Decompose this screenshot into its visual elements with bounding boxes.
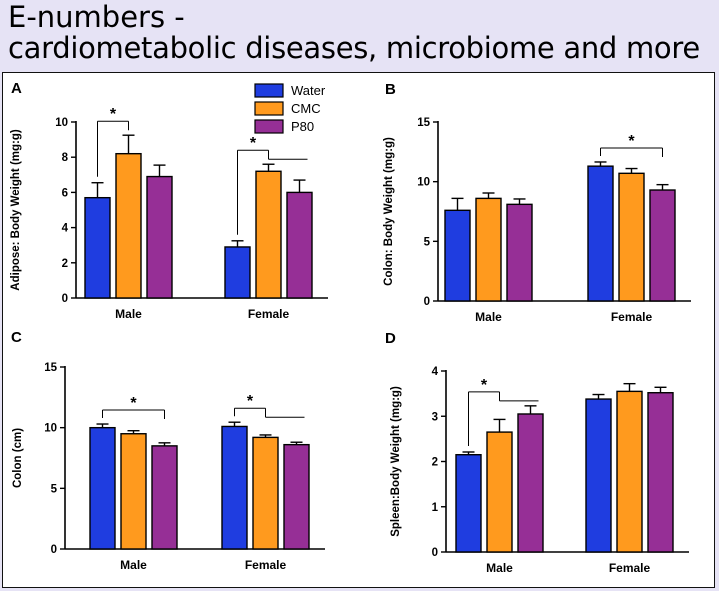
x-category-label-b: Male	[475, 310, 502, 324]
significance-star-a: *	[110, 106, 117, 123]
bar-b-male-cmc	[475, 197, 502, 302]
bar-b-female-cmc	[618, 172, 645, 302]
legend-swatch-cmc	[254, 101, 284, 116]
legend-label-cmc: CMC	[291, 101, 321, 116]
y-axis-label-d: Spleen:Body Weight (mg:g)	[390, 386, 402, 537]
y-tick-label-d: 3	[432, 411, 438, 423]
bar-d-female-water	[585, 398, 612, 553]
bar-c-male-p80	[151, 445, 178, 550]
y-tick-label-c: 5	[51, 483, 58, 495]
bar-c-female-cmc	[252, 436, 279, 550]
y-tick-label-a: 10	[55, 117, 68, 129]
bar-c-female-p80	[283, 443, 310, 550]
bar-a-female-cmc	[255, 170, 282, 299]
bar-a-male-water	[84, 196, 111, 299]
y-tick-label-b: 0	[424, 296, 430, 308]
legend-label-p80: P80	[291, 119, 314, 134]
bar-a-male-cmc	[115, 152, 142, 299]
significance-star-c: *	[247, 393, 254, 410]
x-category-label-c: Male	[120, 558, 147, 572]
y-tick-label-a: 2	[62, 258, 68, 270]
x-category-label-a: Female	[248, 307, 290, 321]
bar-a-female-p80	[286, 191, 313, 299]
y-tick-label-c: 0	[51, 544, 57, 556]
bar-c-male-cmc	[120, 433, 147, 550]
y-tick-label-d: 0	[432, 547, 438, 559]
bar-d-female-cmc	[616, 390, 643, 553]
panel-label-a: A	[11, 80, 22, 97]
y-tick-label-a: 4	[62, 223, 69, 235]
panel-label-d: D	[385, 330, 396, 347]
chart-panel-b: B Colon: Body Weight (mg:g) 0 5 10 15 Male Fema…	[383, 81, 691, 324]
panel-label-b: B	[385, 81, 396, 98]
x-category-label-d: Female	[609, 561, 651, 575]
x-category-label-d: Male	[486, 561, 513, 575]
y-tick-label-b: 15	[417, 117, 430, 129]
chart-panel-a: A Adipose: Body Weight (mg:g) 0 2 4 6 8 10 Male F…	[10, 80, 328, 321]
chart-panel-d: D Spleen:Body Weight (mg:g) 0 1 2 3 4 Male Femal…	[385, 330, 689, 575]
legend-swatch-p80	[254, 119, 284, 134]
y-tick-label-d: 2	[432, 457, 438, 469]
significance-star-b: *	[628, 133, 635, 150]
bar-d-male-water	[455, 454, 482, 553]
x-category-label-c: Female	[245, 558, 287, 572]
x-category-label-b: Female	[611, 310, 653, 324]
y-tick-label-a: 8	[62, 152, 69, 164]
y-tick-label-a: 6	[62, 187, 68, 199]
y-tick-label-d: 4	[432, 366, 439, 378]
y-axis-label-a: Adipose: Body Weight (mg:g)	[10, 129, 22, 291]
bar-b-female-water	[587, 165, 614, 302]
y-tick-label-c: 10	[44, 423, 57, 435]
bar-d-female-p80	[647, 392, 674, 553]
bar-a-male-p80	[146, 175, 173, 299]
legend: Water CMC P80	[254, 83, 326, 134]
legend-label-water: Water	[291, 83, 326, 98]
y-tick-label-c: 15	[44, 362, 57, 374]
chart-panel-c: C Colon (cm) 0 5 10 15 Male Female * *	[11, 329, 325, 572]
bar-c-male-water	[89, 426, 116, 550]
y-axis-label-c: Colon (cm)	[12, 428, 24, 488]
significance-star-a: *	[250, 135, 257, 152]
y-tick-label-a: 0	[62, 293, 68, 305]
significance-star-d: *	[481, 377, 488, 394]
significance-star-c: *	[130, 395, 137, 412]
bar-d-male-cmc	[486, 431, 513, 553]
bar-d-male-p80	[517, 413, 544, 553]
bar-b-male-p80	[506, 203, 533, 302]
x-category-label-a: Male	[115, 307, 142, 321]
bar-a-female-water	[224, 246, 251, 299]
y-tick-label-b: 5	[424, 236, 431, 248]
bar-b-male-water	[444, 209, 471, 302]
bar-b-female-p80	[649, 189, 676, 302]
y-tick-label-d: 1	[432, 502, 439, 514]
legend-swatch-water	[254, 83, 284, 98]
slide-title-line-2: cardiometabolic diseases, microbiome and…	[8, 31, 700, 65]
bar-c-female-water	[221, 425, 248, 550]
figure-panel: A Adipose: Body Weight (mg:g) 0 2 4 6 8 10 Male F…	[2, 72, 715, 588]
panel-label-c: C	[11, 329, 22, 346]
y-tick-label-b: 10	[417, 177, 430, 189]
slide-title-line-1: E-numbers -	[8, 0, 185, 34]
y-axis-label-b: Colon: Body Weight (mg:g)	[383, 137, 395, 286]
slide-title: E-numbers - cardiometabolic diseases, mi…	[8, 2, 700, 64]
